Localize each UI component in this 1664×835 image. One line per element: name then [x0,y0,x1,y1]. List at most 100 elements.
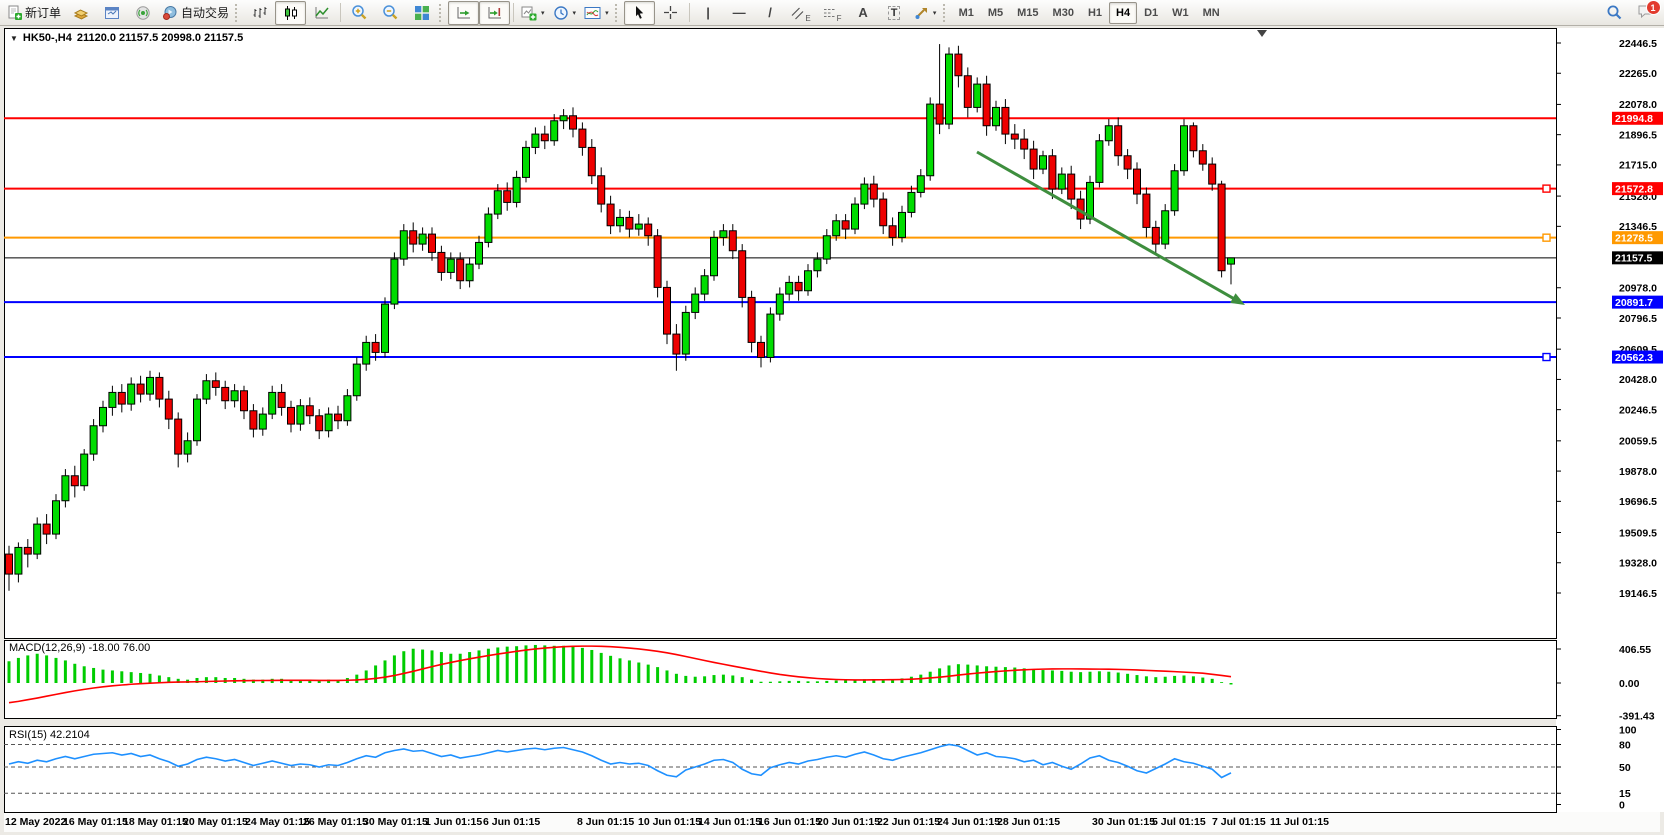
auto-scroll-button[interactable] [448,0,480,25]
bar-chart-icon [253,6,267,18]
svg-text:0: 0 [1619,799,1625,811]
svg-text:30 Jun 01:15: 30 Jun 01:15 [1092,816,1155,828]
bar-chart-button[interactable] [244,1,275,25]
new-chart-icon [521,6,537,20]
toolbar-separator [513,3,515,22]
arrows-button[interactable]: ▾ [910,1,941,25]
text-label-button[interactable]: T [879,1,910,25]
chat-bubble-wrap: 1 [1637,0,1661,22]
svg-text:19146.5: 19146.5 [1619,588,1657,600]
svg-text:7 Jul 01:15: 7 Jul 01:15 [1212,816,1266,828]
tile-windows-icon [414,5,429,20]
notifications-button[interactable]: 1 [1630,0,1661,25]
data-window-button[interactable] [96,1,127,25]
zoom-in-button[interactable] [344,1,375,25]
text-button[interactable]: A [848,1,879,25]
svg-text:19509.5: 19509.5 [1619,527,1657,539]
crosshair-icon [663,6,677,19]
svg-text:21572.8: 21572.8 [1615,183,1653,195]
svg-text:100: 100 [1619,724,1637,736]
autotrading-icon [163,5,177,20]
new-order-label: 新订单 [25,6,62,20]
equidistant-channel-icon [791,7,804,19]
crosshair-button[interactable] [655,1,686,25]
vertical-line-icon: | [706,5,710,20]
indicators-button[interactable]: ▾ [580,1,613,25]
toolbar-grip [235,3,240,22]
svg-text:5 Jul 01:15: 5 Jul 01:15 [1152,816,1206,828]
tf-button-w1[interactable]: W1 [1172,6,1189,19]
ohlc-dropdown-icon[interactable]: ▼ [10,33,18,43]
zoom-out-button[interactable] [375,1,406,25]
market-watch-button[interactable] [65,1,96,25]
tf-button-m5[interactable]: M5 [987,6,1004,19]
chevron-down-icon: ▾ [541,9,545,17]
vertical-line-button[interactable]: | [693,1,724,25]
toolbar-separator [340,3,342,22]
trendline-button[interactable]: / [755,1,786,25]
svg-text:20796.5: 20796.5 [1619,313,1657,325]
svg-text:20562.3: 20562.3 [1615,352,1653,364]
fibonacci-button[interactable]: F [817,1,848,25]
tf-button-d1[interactable]: D1 [1144,6,1159,19]
line-chart-button[interactable] [306,1,337,25]
new-chart-button[interactable]: ▾ [517,1,549,25]
toolbar-grip [614,3,620,22]
terminal-button[interactable] [127,1,158,25]
tf-button-m1[interactable]: M1 [958,6,974,19]
svg-text:20 Jun 01:15: 20 Jun 01:15 [817,816,880,828]
chevron-down-icon: ▾ [572,9,577,17]
svg-text:26 May 01:15: 26 May 01:15 [303,816,368,828]
search-icon [1607,5,1622,20]
profiles-clock-icon [553,5,568,20]
tf-button-h1[interactable]: H1 [1087,6,1103,19]
tf-button-mn[interactable]: MN [1202,6,1220,19]
tf-button-m15[interactable]: M15 [1017,6,1039,19]
svg-text:19328.0: 19328.0 [1619,558,1657,570]
svg-text:22078.0: 22078.0 [1619,99,1657,111]
main-toolbar: 新订单 自动交易 ▾ ▾ [0,0,1664,26]
horizontal-line-button[interactable]: — [724,1,755,25]
svg-text:12 May 2022: 12 May 2022 [5,816,66,828]
chevron-down-icon: ▾ [932,9,937,17]
new-order-icon [8,5,22,20]
svg-text:20978.0: 20978.0 [1619,283,1657,295]
svg-text:1 Jun 01:15: 1 Jun 01:15 [425,816,482,828]
chart-ohlc-label: 21120.0 21157.5 20998.0 21157.5 [76,32,244,44]
data-window-icon [104,6,119,19]
chart-symbol-label: HK50-,H4 [22,32,72,44]
tf-button-m30[interactable]: M30 [1052,6,1074,19]
candlestick-chart-button[interactable] [275,0,307,25]
search-button[interactable] [1599,1,1630,25]
svg-text:21715.0: 21715.0 [1619,160,1657,172]
svg-text:20059.5: 20059.5 [1619,436,1657,448]
equidistant-channel-button[interactable]: E [786,1,817,25]
svg-text:18 May 01:15: 18 May 01:15 [123,816,188,828]
svg-text:30 May 01:15: 30 May 01:15 [363,816,428,828]
svg-text:15: 15 [1619,788,1631,800]
chart-shift-button[interactable] [479,0,511,25]
svg-text:11 Jul 01:15: 11 Jul 01:15 [1270,816,1329,828]
svg-text:8 Jun 01:15: 8 Jun 01:15 [577,816,634,828]
text-icon: A [858,5,868,20]
profiles-button[interactable]: ▾ [549,1,581,25]
tf-button-h4[interactable]: H4 [1109,1,1138,24]
autotrading-button[interactable]: 自动交易 [158,1,233,25]
auto-scroll-icon [457,6,470,18]
svg-text:21278.5: 21278.5 [1615,232,1653,244]
svg-text:28 Jun 01:15: 28 Jun 01:15 [997,816,1060,828]
channel-e-glyph: E [805,13,811,23]
cursor-button[interactable] [623,0,655,25]
chevron-down-icon: ▾ [605,9,609,17]
svg-text:21157.5: 21157.5 [1615,253,1653,265]
trendline-icon: / [768,5,772,20]
fibonacci-icon [823,8,836,17]
svg-text:16 Jun 01:15: 16 Jun 01:15 [758,816,821,828]
svg-text:6 Jun 01:15: 6 Jun 01:15 [483,816,540,828]
line-chart-icon [314,6,329,18]
new-order-button[interactable]: 新订单 [3,1,65,25]
svg-text:24 May 01:15: 24 May 01:15 [245,816,310,828]
tile-windows-button[interactable] [406,1,437,25]
svg-text:14 Jun 01:15: 14 Jun 01:15 [698,816,761,828]
